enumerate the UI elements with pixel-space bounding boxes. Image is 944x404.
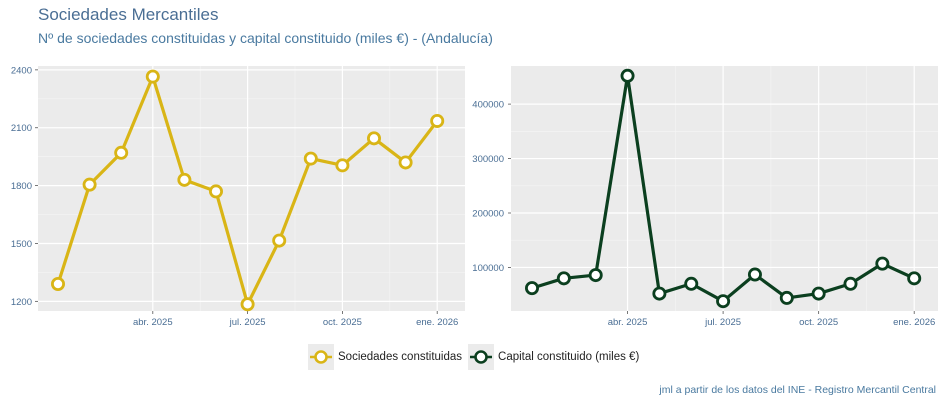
data-point [588,268,603,283]
panel-background [38,66,465,311]
data-point [875,256,890,271]
legend-key-capital [468,344,495,370]
data-point [398,155,413,170]
legend-key-sociedades [308,344,334,370]
data-point [51,276,66,291]
data-point [556,271,571,286]
data-point [335,158,350,173]
y-tick-label: 1800 [11,181,32,192]
data-point [620,68,635,83]
x-tick-label: ene. 2026 [893,317,935,328]
legend-label-sociedades: Sociedades constituidas [338,351,463,363]
caption: jml a partir de los datos del INE - Regi… [659,384,936,396]
y-tick-label: 400000 [472,100,504,111]
y-tick-label: 300000 [472,154,504,165]
data-point [272,233,287,248]
data-point [303,151,318,166]
data-point [525,281,540,296]
x-tick-label: ene. 2026 [416,317,458,328]
legend: Sociedades constituidas Capital constitu… [308,344,645,370]
legend-item-sociedades: Sociedades constituidas [308,344,462,370]
data-point [747,267,762,282]
data-point [716,294,731,309]
data-point [240,297,255,312]
data-point [779,290,794,305]
chart-title: Sociedades Mercantiles [38,5,219,24]
y-tick-label: 200000 [472,209,504,220]
x-tick-label: oct. 2025 [323,317,362,328]
data-point [145,69,160,84]
x-tick-label: oct. 2025 [799,317,838,328]
y-tick-label: 1500 [11,239,32,250]
y-tick-label: 1200 [11,297,32,308]
x-tick-label: abr. 2025 [133,317,173,328]
legend-item-capital: Capital constituido (miles €) [468,344,639,370]
data-point [907,271,922,286]
y-tick-label: 100000 [472,263,504,274]
legend-label-capital: Capital constituido (miles €) [498,351,640,363]
data-point [82,177,97,192]
data-point [684,276,699,291]
y-tick-label: 2100 [11,123,32,134]
x-tick-label: jul. 2025 [704,317,741,328]
data-point [652,286,667,301]
panel-background [511,66,938,311]
y-tick-label: 2400 [11,65,32,76]
data-point [811,286,826,301]
data-point [114,145,129,160]
charts-canvas: 1200 1500 1800 2100 2400 abr. 2025 jul. 2025 oc… [11,65,938,328]
data-point [208,184,223,199]
data-point [430,113,445,128]
data-point [843,276,858,291]
chart-subtitle: Nº de sociedades constituidas y capital … [38,30,493,46]
x-tick-label: jul. 2025 [229,317,266,328]
data-point [366,131,381,146]
x-tick-label: abr. 2025 [608,317,648,328]
data-point [177,172,192,187]
